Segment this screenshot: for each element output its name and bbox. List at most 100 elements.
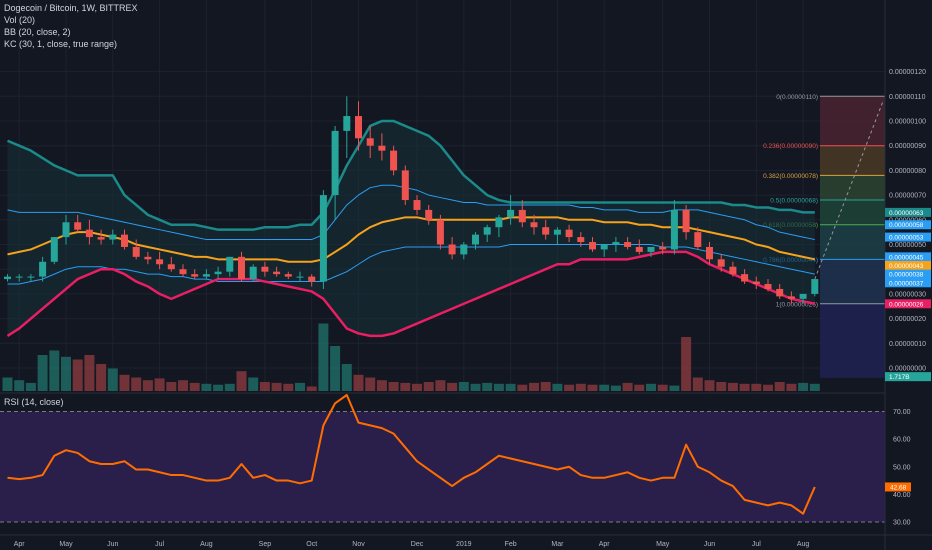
candle-body: [355, 116, 362, 139]
kc-basis-line: [7, 216, 816, 263]
candle-body: [647, 246, 655, 252]
volume-bar: [716, 382, 727, 391]
candle-body: [425, 209, 433, 220]
bb-legend[interactable]: BB (20, close, 2): [4, 27, 71, 37]
volume-bar: [727, 382, 738, 391]
price-tag-label: 0.00000058: [889, 222, 924, 229]
price-tag-label: 0.00000045: [889, 254, 924, 261]
volume-bar: [178, 380, 188, 391]
volume-bar: [283, 383, 294, 391]
chart-title: Dogecoin / Bitcoin, 1W, BITTREX: [4, 3, 138, 13]
candle-body: [62, 222, 70, 238]
time-tick-label: Apr: [14, 541, 26, 548]
fib-level-label: 0.236(0.00000090): [763, 143, 818, 150]
volume-bar: [353, 374, 364, 391]
candle-body: [624, 242, 632, 247]
candle-body: [109, 234, 117, 240]
candle-body: [214, 271, 222, 275]
time-tick-label: Nov: [352, 541, 365, 548]
rsi-tick-label: 30.00: [893, 519, 911, 526]
price-tag: [885, 299, 931, 309]
fib-zone: [820, 96, 885, 146]
volume-bar: [400, 382, 411, 391]
volume-bar: [341, 364, 352, 391]
bb-upper-line: [7, 119, 815, 231]
price-tag: [885, 260, 931, 270]
candle-body: [85, 229, 93, 238]
candle-body: [670, 209, 678, 250]
candle-body: [401, 170, 409, 201]
price-tag: [885, 372, 931, 382]
volume-bar: [61, 356, 71, 391]
price-tag: [885, 232, 931, 242]
rsi-value-tag-label: 42.68: [890, 484, 907, 491]
volume-bar: [470, 383, 481, 391]
time-tick-label: Oct: [306, 541, 317, 548]
volume-bar: [587, 384, 598, 391]
bb-lower-line: [6, 250, 816, 338]
candle-body: [659, 246, 667, 250]
fib-level-label: 1(0.00000026): [776, 301, 818, 308]
volume-bar: [692, 377, 703, 391]
volume-bar: [259, 382, 270, 391]
price-tick-label: 0.00000030: [889, 291, 926, 298]
candle-body: [764, 284, 772, 289]
volume-bar: [189, 382, 200, 391]
price-tag-label: 1.717B: [889, 374, 910, 381]
price-tick-label: 0.00000090: [889, 143, 926, 150]
candle-body: [97, 237, 105, 240]
candle-body: [273, 271, 281, 275]
rsi-tick-label: 70.00: [893, 409, 911, 416]
price-tick-label: 0.00000080: [889, 168, 926, 175]
volume-bar: [154, 378, 165, 391]
candle-body: [460, 244, 468, 255]
volume-bar: [599, 384, 610, 391]
time-tick-label: Jul: [155, 541, 164, 548]
volume-bar: [224, 383, 235, 391]
fib-level-label: 0.5(0.00000068): [770, 198, 818, 205]
time-tick-label: Jul: [752, 541, 761, 548]
volume-bar: [25, 382, 36, 391]
volume-bar: [107, 368, 118, 391]
rsi-legend[interactable]: RSI (14, close): [4, 397, 64, 407]
candle-body: [495, 217, 503, 228]
candle-body: [553, 229, 561, 235]
candle-body: [296, 276, 304, 278]
volume-bar: [669, 385, 680, 391]
volume-bar: [201, 383, 212, 391]
candle-body: [156, 259, 164, 265]
volume-bar: [646, 383, 656, 391]
volume-bar: [119, 374, 130, 391]
candle-body: [565, 229, 573, 238]
candle-body: [752, 281, 760, 285]
price-tag: [885, 269, 931, 279]
candle-body: [226, 256, 234, 272]
price-tag: [885, 252, 931, 262]
rsi-band-fill: [0, 411, 885, 522]
volume-bar: [564, 384, 575, 391]
candle-body: [448, 244, 456, 255]
volume-bar: [634, 384, 645, 391]
volume-bar: [786, 383, 797, 391]
price-tick-label: 0.00000010: [889, 341, 926, 348]
fib-zone: [820, 224, 885, 260]
kc-legend[interactable]: KC (30, 1, close, true range): [4, 39, 118, 49]
volume-bar: [809, 383, 820, 391]
volume-bar: [14, 380, 25, 391]
candle-body: [167, 264, 175, 270]
candle-body: [39, 261, 47, 277]
candle-body: [577, 237, 585, 243]
candle-body: [179, 269, 187, 275]
price-tag: [885, 278, 931, 288]
price-tag-label: 0.00000053: [889, 235, 924, 242]
volume-bar: [2, 377, 13, 391]
price-tag: [885, 220, 931, 230]
vol-legend[interactable]: Vol (20): [4, 15, 36, 25]
candle-body: [518, 209, 526, 223]
time-tick-label: May: [656, 541, 670, 548]
volume-bar: [213, 384, 224, 391]
time-tick-label: May: [59, 541, 73, 548]
candle-body: [706, 246, 713, 260]
fib-zone-extension: [820, 303, 885, 378]
